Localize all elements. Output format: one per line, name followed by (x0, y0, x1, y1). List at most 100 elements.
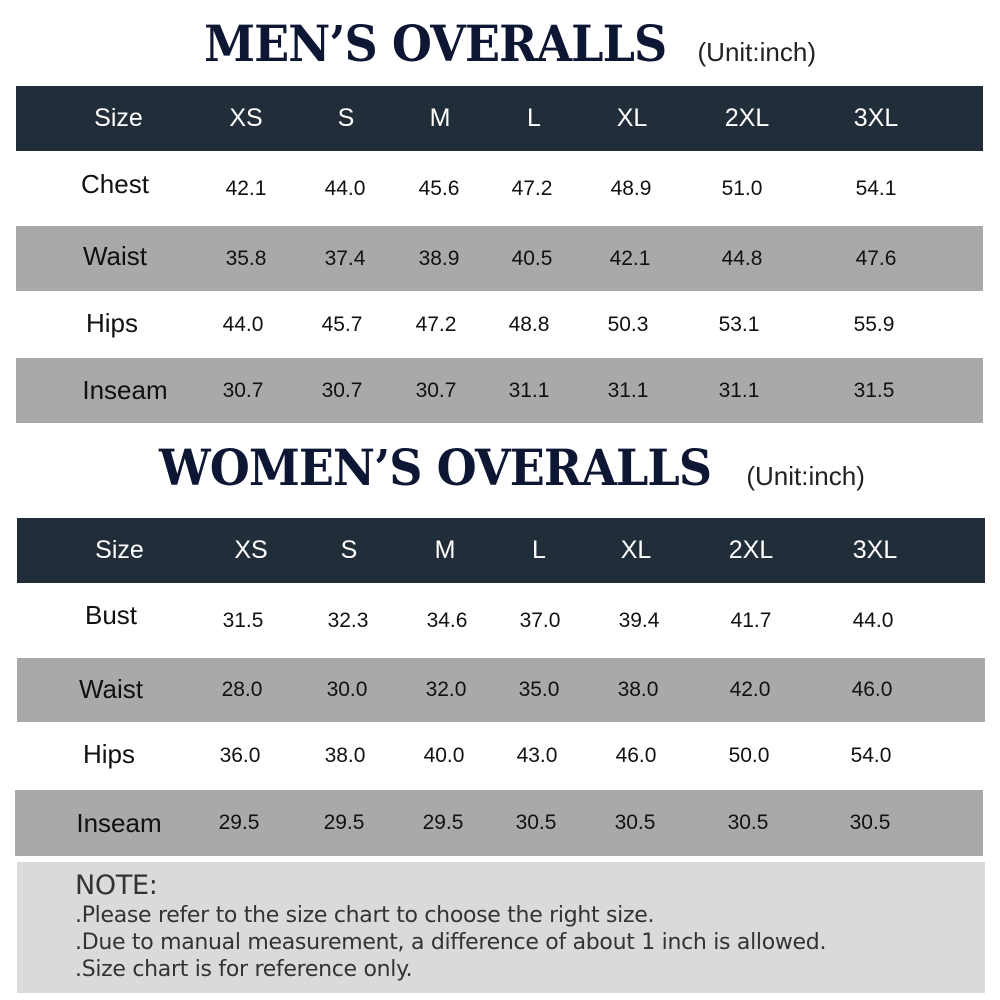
value-s: 45.7 (321, 312, 363, 336)
row-label: Hips (82, 738, 135, 769)
value-xs: 30.7 (222, 378, 264, 402)
value-m: 30.7 (415, 378, 457, 402)
value-3xl: 54.0 (850, 744, 892, 767)
value-xs: 28.0 (221, 678, 263, 701)
value-2xl: 31.1 (718, 378, 760, 402)
value-s: 32.3 (327, 609, 369, 632)
note-title: NOTE: (75, 870, 158, 901)
value-s: 38.0 (324, 744, 366, 767)
value-2xl: 30.5 (727, 811, 769, 834)
value-xl: 42.1 (609, 246, 651, 270)
value-xl: 50.3 (607, 312, 649, 336)
value-2xl: 51.0 (721, 177, 763, 200)
value-xs: 36.0 (219, 744, 261, 767)
value-xl: 38.0 (617, 678, 659, 701)
note-line-3: .Size chart is for reference only. (75, 957, 413, 982)
value-m: 47.2 (415, 312, 457, 336)
header-xs: XS (234, 536, 268, 564)
note-line-1: .Please refer to the size chart to choos… (75, 903, 655, 928)
note-box: NOTE: .Please refer to the size chart to… (17, 862, 985, 993)
value-m: 29.5 (422, 811, 464, 834)
men-section-title: MEN’S OVERALLS (Unit:inch) (0, 14, 1000, 73)
value-l: 37.0 (519, 609, 561, 632)
value-m: 32.0 (425, 678, 467, 701)
value-l: 30.5 (515, 811, 557, 834)
value-xl: 39.4 (618, 609, 660, 632)
header-m: M (434, 536, 456, 564)
row-label: Waist (82, 241, 148, 271)
header-2xl: 2XL (724, 104, 770, 132)
value-m: 40.0 (423, 744, 465, 767)
header-xl: XL (616, 104, 648, 132)
value-s: 30.7 (321, 378, 363, 402)
women-size-table: Size XS S M L XL 2XL 3XL Bust 31.5 32.3 … (15, 518, 985, 856)
value-l: 31.1 (508, 378, 550, 402)
value-l: 43.0 (516, 744, 558, 767)
note-line-2: .Due to manual measurement, a difference… (75, 930, 827, 955)
value-3xl: 44.0 (852, 609, 894, 632)
row-label: Inseam (82, 375, 168, 405)
header-3xl: 3XL (852, 536, 898, 564)
value-xs: 31.5 (222, 609, 264, 632)
value-m: 34.6 (426, 609, 468, 632)
row-label: Chest (81, 168, 149, 199)
header-l: L (527, 104, 541, 132)
value-3xl: 46.0 (851, 678, 893, 701)
men-title-text: MEN’S OVERALLS (204, 14, 667, 73)
value-l: 48.8 (508, 312, 550, 336)
women-row-bust: Bust 31.5 32.3 34.6 37.0 39.4 41.7 44.0 (17, 584, 985, 658)
value-m: 45.6 (418, 177, 460, 200)
value-xs: 35.8 (225, 246, 267, 270)
women-header-row: Size XS S M L XL 2XL 3XL (17, 518, 985, 583)
men-row-chest: Chest 42.1 44.0 45.6 47.2 48.9 51.0 54.1 (16, 152, 983, 226)
header-2xl: 2XL (728, 536, 774, 564)
value-xs: 29.5 (218, 811, 260, 834)
men-row-waist: Waist 35.8 37.4 38.9 40.5 42.1 44.8 47.6 (16, 226, 983, 291)
header-s: S (337, 104, 355, 132)
value-xl: 31.1 (607, 378, 649, 402)
value-3xl: 31.5 (853, 378, 895, 402)
value-l: 35.0 (518, 678, 560, 701)
value-s: 29.5 (323, 811, 365, 834)
value-2xl: 50.0 (728, 744, 770, 767)
women-row-waist: Waist 28.0 30.0 32.0 35.0 38.0 42.0 46.0 (17, 658, 985, 722)
header-m: M (429, 104, 451, 132)
women-row-inseam: Inseam 29.5 29.5 29.5 30.5 30.5 30.5 30.… (15, 790, 983, 856)
men-unit-label: (Unit:inch) (697, 37, 816, 67)
value-xl: 48.9 (610, 177, 652, 200)
value-s: 37.4 (324, 246, 366, 270)
header-s: S (340, 536, 358, 564)
women-section-title: WOMEN’S OVERALLS (Unit:inch) (0, 438, 1000, 497)
value-2xl: 53.1 (718, 312, 760, 336)
row-label: Bust (84, 599, 138, 630)
value-s: 30.0 (326, 678, 368, 701)
women-unit-label: (Unit:inch) (746, 461, 865, 491)
value-l: 47.2 (511, 177, 553, 200)
women-row-hips: Hips 36.0 38.0 40.0 43.0 46.0 50.0 54.0 (17, 722, 985, 790)
header-size-label: Size (95, 536, 144, 564)
value-m: 38.9 (418, 246, 460, 270)
value-2xl: 42.0 (729, 678, 771, 701)
value-s: 44.0 (324, 177, 366, 200)
header-size-label: Size (94, 104, 143, 132)
value-2xl: 44.8 (721, 246, 763, 270)
women-title-text: WOMEN’S OVERALLS (159, 438, 712, 497)
value-xs: 44.0 (222, 312, 264, 336)
value-2xl: 41.7 (730, 609, 772, 632)
value-xl: 46.0 (615, 744, 657, 767)
row-label: Waist (78, 673, 144, 704)
men-row-hips: Hips 44.0 45.7 47.2 48.8 50.3 53.1 55.9 (16, 291, 983, 358)
value-xl: 30.5 (614, 811, 656, 834)
men-row-inseam: Inseam 30.7 30.7 30.7 31.1 31.1 31.1 31.… (16, 358, 983, 423)
row-label: Inseam (76, 807, 162, 838)
value-3xl: 30.5 (849, 811, 891, 834)
header-xl: XL (620, 536, 652, 564)
header-3xl: 3XL (853, 104, 899, 132)
header-l: L (532, 536, 546, 564)
men-header-row: Size XS S M L XL 2XL 3XL (16, 86, 983, 151)
value-l: 40.5 (511, 246, 553, 270)
row-label: Hips (85, 308, 138, 338)
value-xs: 42.1 (225, 177, 267, 200)
header-xs: XS (229, 104, 263, 132)
value-3xl: 47.6 (855, 246, 897, 270)
